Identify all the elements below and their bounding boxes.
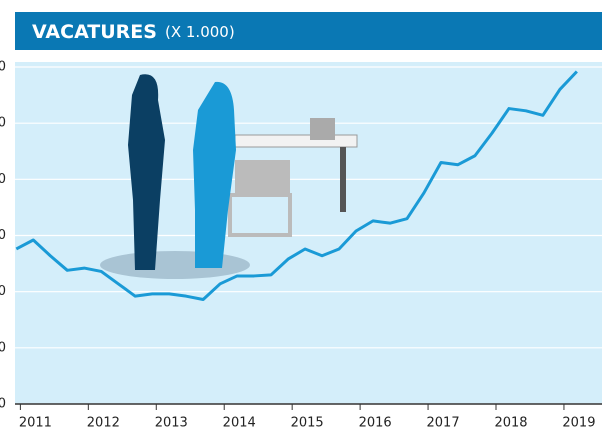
x-tick-label: 2012 <box>87 416 120 431</box>
x-tick-label: 2015 <box>291 416 324 431</box>
y-tick-label: 200 <box>0 172 6 187</box>
x-tick-label: 2016 <box>359 416 392 431</box>
x-tick-label: 2014 <box>223 416 256 431</box>
y-tick-label: 150 <box>0 228 6 243</box>
y-tick-label: 100 <box>0 284 6 299</box>
plot-bg <box>15 62 602 404</box>
header-bar <box>15 12 602 50</box>
y-tick-label: 300 <box>0 60 6 75</box>
y-tick-label: 50 <box>0 340 6 355</box>
y-tick-label: 250 <box>0 116 6 131</box>
x-tick-label: 2018 <box>494 416 527 431</box>
x-tick-label: 2011 <box>19 416 52 431</box>
title-text: VACATURES <box>32 21 157 43</box>
subtitle-text: (X 1.000) <box>165 23 235 41</box>
illustration <box>100 74 358 279</box>
data-line <box>15 70 578 302</box>
x-tick-label: 2013 <box>155 416 188 431</box>
x-tick-label: 2017 <box>427 416 460 431</box>
x-tick-label: 2019 <box>562 416 595 431</box>
chart-title: VACATURES (X 1.000) <box>32 21 235 43</box>
y-tick-label: 0 <box>0 397 6 412</box>
